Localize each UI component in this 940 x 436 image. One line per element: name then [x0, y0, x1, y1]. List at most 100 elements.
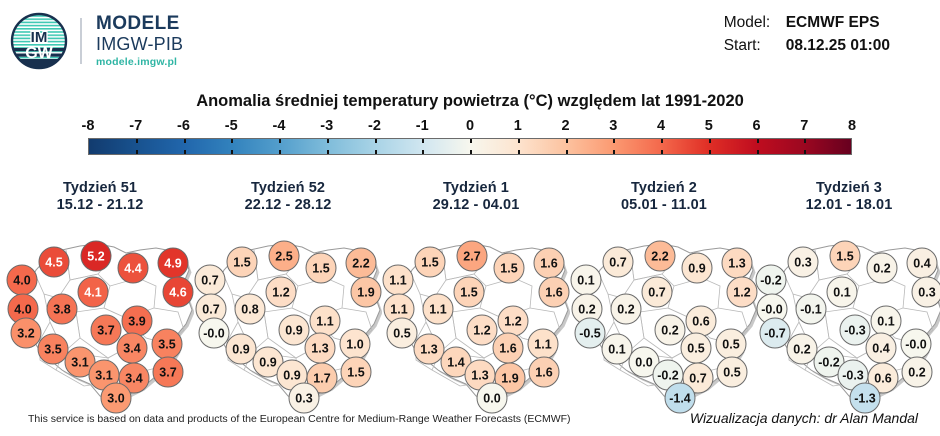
- station-value-bubble: 0.9: [252, 346, 284, 378]
- station-value-bubble: -0.0: [198, 317, 230, 349]
- station-value-bubble: -0.7: [759, 317, 791, 349]
- imgw-logo: IM GW MODELE IMGW-PIB modele.imgw.pl: [10, 12, 183, 70]
- station-value-bubble: 3.5: [37, 333, 69, 365]
- model-row: Model: ECMWF EPS: [724, 14, 890, 32]
- colorbar-notch: [470, 139, 472, 143]
- colorbar-tick: -7: [129, 118, 143, 134]
- colorbar-tick: 1: [513, 118, 522, 134]
- station-value-bubble: 0.2: [901, 356, 933, 388]
- map-panels: Tydzień 51 15.12 - 21.12 4.0 4.5 5.2 4.4 4.9 4.…: [0, 180, 940, 414]
- chart-title: Anomalia średniej temperatury powietrza …: [196, 92, 744, 110]
- colorbar-tick: 7: [800, 118, 809, 134]
- colorbar-notch: [613, 150, 616, 154]
- colorbar-notch: [135, 150, 138, 154]
- station-value-bubble: 1.0: [339, 328, 371, 360]
- map-panel: Tydzień 52 22.12 - 28.12 0.7 1.5 2.5 1.5 2.2 1.…: [194, 180, 382, 414]
- colorbar-notch: [326, 150, 329, 154]
- station-value-bubble: 1.2: [497, 305, 529, 337]
- imgw-logo-mark-icon: IM GW: [10, 12, 68, 70]
- colorbar-notch: [183, 139, 186, 143]
- colorbar-notch: [708, 150, 711, 154]
- station-value-bubble: 1.5: [414, 246, 446, 278]
- station-value-bubble: 3.8: [46, 293, 78, 325]
- footer: This service is based on data and produc…: [0, 404, 940, 436]
- station-value-bubble: 2.2: [644, 240, 676, 272]
- station-value-bubble: 0.1: [870, 305, 902, 337]
- colorbar-tick: 5: [704, 118, 713, 134]
- station-value-bubble: 1.5: [305, 252, 337, 284]
- colorbar-notch: [231, 139, 234, 143]
- colorbar-gradient: [88, 138, 852, 155]
- station-value-bubble: -0.2: [755, 264, 787, 296]
- colorbar-tick: -3: [320, 118, 334, 134]
- panel-date-range: 22.12 - 28.12: [244, 197, 332, 214]
- station-value-bubble: 1.5: [226, 246, 258, 278]
- station-value-bubble: 1.6: [538, 276, 570, 308]
- colorbar-notch: [756, 150, 759, 154]
- station-value-bubble: 1.6: [528, 356, 560, 388]
- station-value-bubble: 0.4: [865, 332, 897, 364]
- station-value-bubble: 2.7: [456, 240, 488, 272]
- station-value-bubble: 0.7: [194, 264, 226, 296]
- station-value-bubble: 0.6: [685, 305, 717, 337]
- station-value-bubble: 1.3: [721, 247, 753, 279]
- colorbar-notch: [517, 150, 520, 154]
- start-value: 08.12.25 01:00: [785, 37, 890, 54]
- colorbar: -8 -7 -6 -5 -4 -3 -2 -1 0 1 2 3 4 5 6 7 8: [82, 118, 856, 155]
- station-value-bubble: 3.5: [151, 328, 183, 360]
- colorbar-notch: [565, 150, 568, 154]
- station-value-bubble: 4.4: [117, 252, 149, 284]
- station-value-bubble: 1.6: [492, 332, 524, 364]
- station-value-bubble: 0.5: [386, 317, 418, 349]
- colorbar-tick: 2: [561, 118, 570, 134]
- colorbar-tick: 8: [847, 118, 857, 134]
- colorbar-notch: [183, 150, 186, 154]
- logo-title: MODELE: [96, 13, 180, 35]
- colorbar-tick: -4: [272, 118, 286, 134]
- station-value-bubble: 0.1: [570, 264, 602, 296]
- model-value: ECMWF EPS: [785, 14, 880, 31]
- colorbar-notch: [422, 139, 425, 143]
- station-value-bubble: -0.5: [574, 317, 606, 349]
- station-value-bubble: -1.3: [849, 382, 881, 414]
- station-value-bubble: 0.1: [601, 333, 633, 365]
- svg-text:IM: IM: [31, 29, 48, 46]
- colorbar-notch: [374, 150, 377, 154]
- panel-week-label: Tydzień 51: [62, 180, 138, 196]
- station-value-bubble: 0.2: [786, 333, 818, 365]
- panel-title: Tydzień 52 22.12 - 28.12: [194, 180, 382, 214]
- panel-title: Tydzień 3 12.01 - 18.01: [755, 180, 940, 214]
- poland-map: 1.1 1.5 2.7 1.5 1.6 1.6 1.5 1.1 1.1 0.5 1.2 1.2 1.3 1…: [382, 220, 570, 414]
- colorbar-notch: [661, 150, 663, 154]
- colorbar-tick-labels: -8 -7 -6 -5 -4 -3 -2 -1 0 1 2 3 4 5 6 7 8: [82, 118, 856, 138]
- station-value-bubble: -0.3: [839, 314, 871, 346]
- station-value-bubble: 0.1: [826, 276, 858, 308]
- logo-url: modele.imgw.pl: [96, 56, 178, 69]
- logo-divider: [80, 18, 82, 64]
- station-value-bubble: 3.7: [152, 356, 184, 388]
- panel-date-range: 12.01 - 18.01: [805, 197, 893, 214]
- station-value-bubble: 1.6: [533, 247, 565, 279]
- map-panel: Tydzień 3 12.01 - 18.01 -0.2 0.3 1.5 0.2 0.4 0.…: [755, 180, 940, 414]
- station-value-bubble: 4.0: [6, 264, 38, 296]
- panel-week-label: Tydzień 1: [443, 180, 509, 196]
- station-value-bubble: 1.1: [309, 305, 341, 337]
- station-value-bubble: 1.1: [422, 293, 454, 325]
- station-value-bubble: 0.9: [278, 314, 310, 346]
- station-value-bubble: 0.3: [911, 276, 940, 308]
- station-value-bubble: 0.9: [681, 252, 713, 284]
- station-value-bubble: 0.3: [288, 382, 320, 414]
- colorbar-notch: [135, 139, 138, 143]
- logo-subtitle: IMGW-PIB: [96, 34, 184, 55]
- colorbar-notch: [565, 139, 568, 143]
- panel-title: Tydzień 1 29.12 - 04.01: [382, 180, 570, 214]
- footer-attribution: This service is based on data and produc…: [28, 413, 571, 425]
- station-value-bubble: 0.2: [610, 293, 642, 325]
- panel-date-range: 05.01 - 11.01: [621, 197, 707, 214]
- station-value-bubble: -0.0: [900, 328, 932, 360]
- station-value-bubble: 3.2: [10, 317, 42, 349]
- poland-map: 0.1 0.7 2.2 0.9 1.3 1.2 0.7 0.2 0.2 -0.5 0.2 0.6 0.1…: [570, 220, 758, 414]
- poland-map: 4.0 4.5 5.2 4.4 4.9 4.6 4.1 4.0 3.8 3.2 3.7 3.9 3.5 3…: [6, 220, 194, 414]
- station-value-bubble: 3.7: [90, 314, 122, 346]
- station-value-bubble: 0.5: [680, 332, 712, 364]
